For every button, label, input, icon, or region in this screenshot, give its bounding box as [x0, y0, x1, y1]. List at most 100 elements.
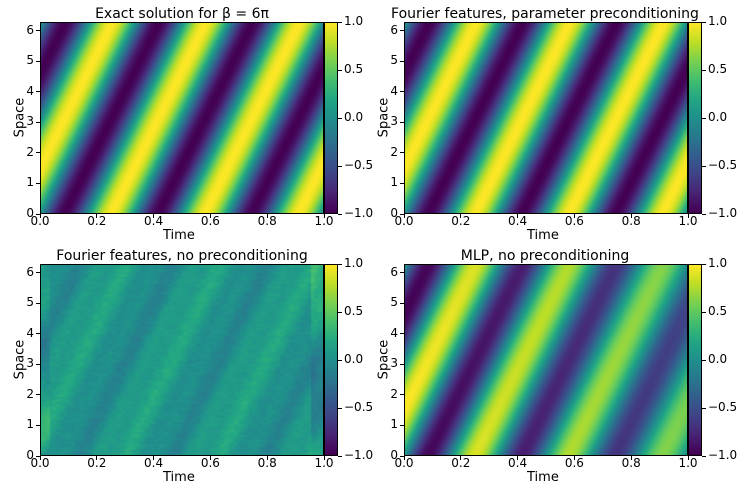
colorbar-tick-label: 0.5 — [708, 304, 728, 318]
colorbar-tick-mark — [702, 69, 706, 71]
y-tick-mark — [36, 272, 40, 274]
x-tick-mark — [96, 214, 98, 218]
x-tick-label: 0.2 — [451, 214, 471, 228]
x-tick-label: 0.2 — [87, 214, 107, 228]
colorbar-tick-label: −1.0 — [708, 206, 738, 220]
y-tick-mark — [36, 91, 40, 93]
x-tick-label: 0.6 — [200, 214, 220, 228]
x-tick-label: 0.0 — [394, 214, 414, 228]
y-tick-mark — [36, 302, 40, 304]
colorbar-tick-mark — [702, 455, 706, 457]
heatmap-plot — [404, 22, 688, 214]
y-tick-label: 6 — [390, 264, 398, 279]
x-ticks: 0.0 0.2 0.4 0.6 0.8 1.0 — [30, 214, 334, 228]
colorbar-tick-mark — [702, 213, 706, 215]
x-tick-mark — [573, 214, 575, 218]
x-tick-label: 0.0 — [30, 456, 50, 470]
x-ticks: 0.0 0.2 0.4 0.6 0.8 1.0 — [394, 456, 698, 470]
colorbar-tick-label: −0.5 — [344, 158, 374, 172]
y-tick-label: 5 — [390, 295, 398, 310]
plot-title: Fourier features, parameter precondition… — [391, 6, 699, 22]
x-tick-mark — [323, 214, 325, 218]
colorbar-ticks: 1.0 0.5 0.0 −0.5 −1.0 — [702, 256, 740, 462]
y-ticks: 0 1 2 3 4 5 6 — [22, 22, 40, 220]
y-ticks: 0 1 2 3 4 5 6 — [386, 22, 404, 220]
y-tick-label: 1 — [390, 175, 398, 190]
y-tick-mark — [400, 333, 404, 335]
y-ticks: 0 1 2 3 4 5 6 — [386, 264, 404, 462]
colorbar-tick-label: 0.0 — [708, 352, 728, 366]
x-tick-label: 1.0 — [314, 456, 334, 470]
colorbar — [324, 22, 338, 214]
y-tick-label: 0 — [390, 206, 398, 220]
y-tick-label: 4 — [26, 325, 34, 340]
y-tick-mark — [400, 363, 404, 365]
y-tick-label: 2 — [26, 386, 34, 401]
colorbar-ticks: 1.0 0.5 0.0 −0.5 −1.0 — [702, 14, 740, 220]
x-tick-label: 0.6 — [564, 456, 584, 470]
x-tick-mark — [573, 456, 575, 460]
x-tick-label: 0.2 — [451, 456, 471, 470]
colorbar-canvas — [689, 23, 701, 213]
heatmap-plot — [40, 264, 324, 456]
y-ticks: 0 1 2 3 4 5 6 — [22, 264, 40, 462]
colorbar-tick-mark — [338, 359, 342, 361]
plot-title: Exact solution for β = 6π — [95, 6, 269, 22]
x-tick-mark — [209, 214, 211, 218]
y-tick-mark — [400, 152, 404, 154]
colorbar — [324, 264, 338, 456]
y-tick-mark — [36, 455, 40, 457]
y-tick-mark — [36, 213, 40, 215]
plot-title: Fourier features, no preconditioning — [56, 248, 308, 264]
colorbar-tick-mark — [702, 407, 706, 409]
x-tick-label: 0.4 — [508, 214, 528, 228]
colorbar-tick-label: −1.0 — [344, 448, 374, 462]
y-tick-mark — [36, 363, 40, 365]
x-tick-mark — [687, 214, 689, 218]
y-tick-mark — [400, 213, 404, 215]
heatmap-canvas — [41, 265, 323, 455]
x-tick-label: 0.0 — [30, 214, 50, 228]
x-tick-mark — [96, 456, 98, 460]
y-tick-label: 1 — [26, 417, 34, 432]
y-tick-label: 0 — [26, 206, 34, 220]
colorbar-ticks: 1.0 0.5 0.0 −0.5 −1.0 — [338, 256, 378, 462]
colorbar-tick-label: −0.5 — [708, 400, 738, 414]
colorbar-tick-label: 0.0 — [344, 110, 364, 124]
y-tick-mark — [400, 91, 404, 93]
y-tick-label: 2 — [26, 144, 34, 159]
x-ticks: 0.0 0.2 0.4 0.6 0.8 1.0 — [394, 214, 698, 228]
colorbar-tick-label: 1.0 — [708, 14, 728, 28]
y-tick-label: 4 — [390, 83, 398, 98]
y-tick-mark — [400, 424, 404, 426]
y-tick-mark — [400, 272, 404, 274]
x-tick-label: 0.6 — [564, 214, 584, 228]
y-tick-label: 6 — [390, 22, 398, 37]
heatmap-canvas — [405, 265, 687, 455]
y-tick-label: 4 — [390, 325, 398, 340]
y-tick-mark — [36, 121, 40, 123]
heatmap-canvas — [41, 23, 323, 213]
y-tick-label: 5 — [26, 53, 34, 68]
x-tick-label: 0.8 — [257, 214, 277, 228]
colorbar-tick-mark — [338, 407, 342, 409]
x-tick-mark — [687, 456, 689, 460]
x-tick-mark — [266, 214, 268, 218]
x-tick-mark — [266, 456, 268, 460]
y-tick-mark — [36, 182, 40, 184]
x-tick-label: 1.0 — [678, 456, 698, 470]
x-tick-mark — [460, 456, 462, 460]
y-tick-label: 3 — [26, 356, 34, 371]
x-ticks: 0.0 0.2 0.4 0.6 0.8 1.0 — [30, 456, 334, 470]
x-axis-label: Time — [163, 228, 195, 243]
x-tick-mark — [460, 214, 462, 218]
y-tick-mark — [36, 60, 40, 62]
x-tick-mark — [153, 456, 155, 460]
y-tick-label: 0 — [26, 448, 34, 462]
colorbar-tick-label: 0.0 — [708, 110, 728, 124]
x-tick-label: 0.4 — [144, 214, 164, 228]
x-tick-mark — [517, 214, 519, 218]
colorbar-tick-mark — [702, 311, 706, 313]
x-tick-label: 1.0 — [678, 214, 698, 228]
y-tick-mark — [36, 333, 40, 335]
